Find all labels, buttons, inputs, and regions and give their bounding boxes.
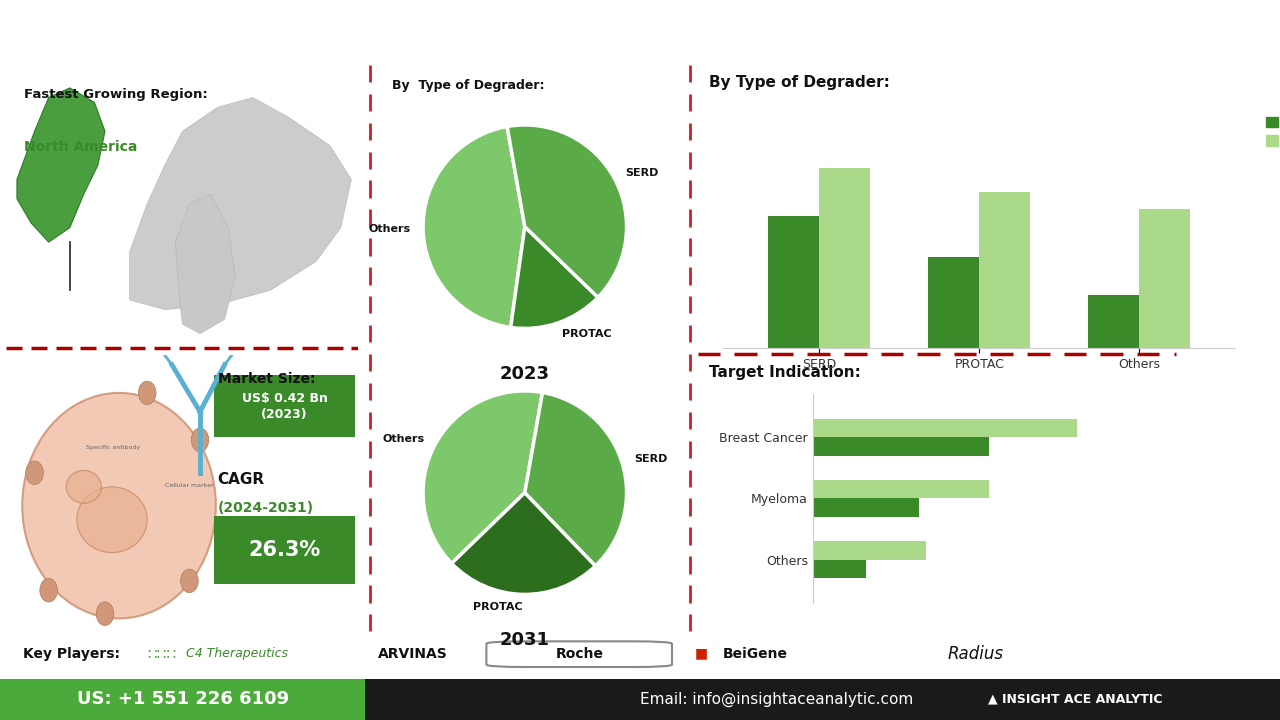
Text: 2031: 2031 (499, 631, 550, 649)
Bar (928, 257, 979, 348)
Text: US$ 0.42 Bn
(2023): US$ 0.42 Bn (2023) (242, 392, 328, 420)
Text: CAGR: CAGR (218, 472, 265, 487)
Text: 2023: 2023 (499, 365, 550, 383)
Text: By Type of Degrader:: By Type of Degrader: (709, 75, 890, 90)
Circle shape (138, 381, 156, 405)
Text: Roche: Roche (556, 647, 604, 661)
Circle shape (96, 602, 114, 626)
Circle shape (40, 578, 58, 602)
FancyBboxPatch shape (214, 516, 355, 584)
Text: Specific antibody: Specific antibody (86, 445, 141, 450)
Text: Fastest Growing Region:: Fastest Growing Region: (24, 88, 207, 101)
Bar (813, 419, 1078, 437)
Text: Others: Others (369, 224, 411, 234)
Ellipse shape (67, 470, 101, 503)
Bar (979, 192, 1030, 348)
Text: Radius: Radius (947, 645, 1004, 662)
Text: Email: info@insightaceanalytic.com: Email: info@insightaceanalytic.com (640, 692, 913, 707)
Bar (813, 559, 865, 578)
Bar (1139, 209, 1190, 348)
Text: Others: Others (381, 434, 424, 444)
Text: ■: ■ (695, 647, 708, 661)
Text: Targeted Protein Degradation Market Research Report: Targeted Protein Degradation Market Rese… (233, 17, 1047, 42)
Legend: 2023, 2031: 2023, 2031 (1261, 111, 1280, 153)
Text: SERD: SERD (626, 168, 659, 179)
Polygon shape (129, 98, 351, 310)
Wedge shape (424, 127, 525, 328)
Text: Key Players:: Key Players: (23, 647, 120, 661)
Bar (819, 168, 870, 348)
Circle shape (191, 428, 209, 451)
Circle shape (180, 569, 198, 593)
FancyBboxPatch shape (486, 642, 672, 667)
Text: BeiGene: BeiGene (723, 647, 788, 661)
Text: Target Indication:: Target Indication: (709, 365, 861, 380)
Text: By  Type of Degrader:: By Type of Degrader: (392, 78, 545, 91)
Text: Cellular marker: Cellular marker (165, 483, 214, 488)
Polygon shape (17, 88, 105, 242)
Wedge shape (424, 391, 543, 563)
Text: North America: North America (24, 140, 137, 154)
Text: ∷∷∷: ∷∷∷ (147, 647, 177, 661)
Wedge shape (452, 492, 595, 595)
Ellipse shape (77, 487, 147, 553)
Text: PROTAC: PROTAC (562, 330, 612, 339)
Wedge shape (525, 392, 626, 566)
FancyBboxPatch shape (214, 375, 355, 437)
Text: Market Size:: Market Size: (218, 372, 315, 386)
Text: 26.3%: 26.3% (248, 540, 320, 560)
Bar (813, 498, 919, 517)
Bar (768, 216, 819, 348)
Bar (813, 480, 989, 498)
FancyBboxPatch shape (0, 678, 365, 720)
Text: SERD: SERD (634, 454, 667, 464)
Text: C4 Therapeutics: C4 Therapeutics (186, 647, 288, 660)
Text: PROTAC: PROTAC (474, 602, 522, 611)
Text: US: +1 551 226 6109: US: +1 551 226 6109 (77, 690, 289, 708)
Text: (2024-2031): (2024-2031) (218, 500, 314, 515)
Circle shape (26, 461, 44, 485)
FancyBboxPatch shape (365, 678, 1280, 720)
Bar (813, 541, 925, 559)
Bar (813, 437, 989, 456)
Text: ▲ INSIGHT ACE ANALYTIC: ▲ INSIGHT ACE ANALYTIC (988, 693, 1162, 706)
Wedge shape (507, 125, 626, 297)
Text: ARVINAS: ARVINAS (378, 647, 447, 661)
Ellipse shape (22, 393, 216, 618)
Polygon shape (175, 194, 236, 333)
Bar (1088, 295, 1139, 348)
Wedge shape (511, 227, 598, 328)
